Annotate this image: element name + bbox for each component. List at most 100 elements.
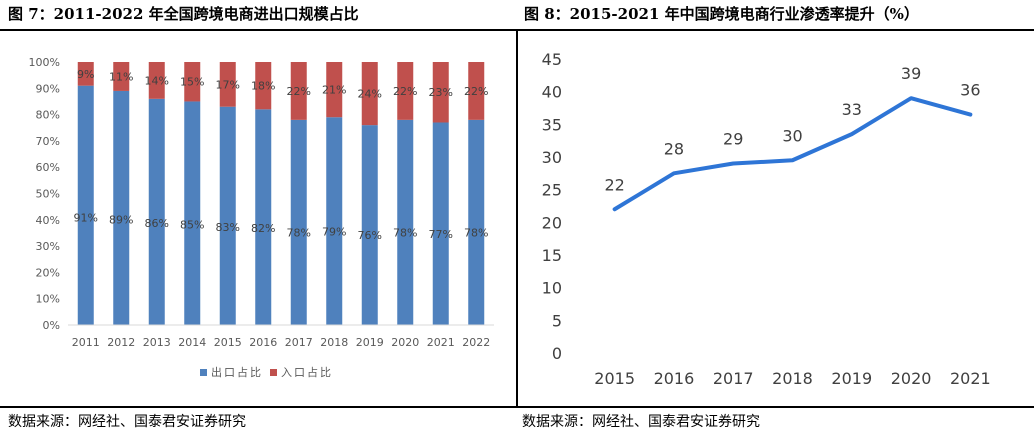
bar-data-label: 78% xyxy=(464,227,488,240)
y-tick-label: 5 xyxy=(552,311,562,330)
line-data-label: 33 xyxy=(842,100,862,119)
bar-import xyxy=(184,62,201,102)
y-tick-label: 0 xyxy=(552,344,562,363)
y-tick-label: 30% xyxy=(36,240,60,253)
legend-swatch-import xyxy=(270,369,277,376)
x-tick-label: 2011 xyxy=(72,336,100,349)
x-tick-label: 2013 xyxy=(143,336,171,349)
bottom-rule xyxy=(0,406,1034,408)
bar-data-label: 22% xyxy=(393,85,417,98)
y-tick-label: 20% xyxy=(36,266,60,279)
x-tick-label: 2016 xyxy=(249,336,277,349)
bar-data-label: 15% xyxy=(180,76,204,89)
bar-data-label: 11% xyxy=(109,70,133,83)
bar-data-label: 9% xyxy=(77,68,94,81)
bar-import xyxy=(219,62,236,107)
line-data-label: 36 xyxy=(960,81,980,100)
x-tick-label: 2017 xyxy=(713,369,754,388)
y-tick-label: 40 xyxy=(542,83,562,102)
figure-8-title: 图 8：2015-2021 年中国跨境电商行业渗透率提升（%） xyxy=(524,5,919,23)
y-tick-label: 50% xyxy=(36,188,60,201)
x-tick-label: 2021 xyxy=(427,336,455,349)
figure-7-source: 数据来源：网经社、国泰君安证券研究 xyxy=(8,414,246,430)
bar-export xyxy=(255,109,272,325)
x-tick-label: 2012 xyxy=(107,336,135,349)
bar-data-label: 22% xyxy=(464,85,488,98)
top-rule xyxy=(0,29,1034,31)
x-tick-label: 2020 xyxy=(391,336,419,349)
y-tick-label: 10 xyxy=(542,279,562,298)
bar-data-label: 91% xyxy=(74,211,98,224)
bar-export xyxy=(184,101,201,325)
legend-label-import: 入口占比 xyxy=(281,365,333,379)
bar-data-label: 18% xyxy=(251,80,275,93)
x-tick-label: 2014 xyxy=(178,336,206,349)
bar-export xyxy=(326,117,343,325)
line-data-label: 30 xyxy=(782,126,802,145)
figure-7-title: 图 7：2011-2022 年全国跨境电商进出口规模占比 xyxy=(8,5,359,23)
bar-export xyxy=(219,106,236,326)
bar-import xyxy=(468,62,485,120)
bar-data-label: 22% xyxy=(287,85,311,98)
bar-export xyxy=(113,90,130,326)
legend-label-export: 出口占比 xyxy=(211,365,263,379)
bar-import xyxy=(361,62,378,126)
x-tick-label: 2019 xyxy=(831,369,872,388)
bar-import xyxy=(113,62,130,91)
y-tick-label: 60% xyxy=(36,161,60,174)
bar-data-label: 89% xyxy=(109,214,133,227)
bar-data-label: 78% xyxy=(393,227,417,240)
line-data-label: 22 xyxy=(604,175,624,194)
bar-data-label: 77% xyxy=(429,228,453,241)
bar-export xyxy=(290,119,307,325)
x-tick-label: 2015 xyxy=(594,369,635,388)
bar-data-label: 76% xyxy=(358,229,382,242)
y-tick-label: 25 xyxy=(542,181,562,200)
y-tick-label: 15 xyxy=(542,246,562,265)
y-tick-label: 30 xyxy=(542,148,562,167)
x-tick-label: 2018 xyxy=(772,369,813,388)
y-tick-label: 45 xyxy=(542,50,562,69)
x-tick-label: 2018 xyxy=(320,336,348,349)
y-tick-label: 90% xyxy=(36,82,60,95)
y-tick-label: 10% xyxy=(36,293,60,306)
bar-data-label: 83% xyxy=(216,221,240,234)
y-tick-label: 70% xyxy=(36,135,60,148)
bar-data-label: 85% xyxy=(180,218,204,231)
bar-data-label: 14% xyxy=(145,74,169,87)
bar-data-label: 21% xyxy=(322,84,346,97)
bar-import xyxy=(432,62,449,123)
x-tick-label: 2021 xyxy=(950,369,991,388)
x-tick-label: 2020 xyxy=(891,369,932,388)
bar-export xyxy=(148,98,165,325)
bar-data-label: 23% xyxy=(429,86,453,99)
bar-import xyxy=(148,62,165,99)
bar-import xyxy=(326,62,343,118)
center-divider xyxy=(516,31,518,407)
bar-export xyxy=(468,119,485,325)
bar-import xyxy=(77,62,94,86)
bar-data-label: 17% xyxy=(216,78,240,91)
y-tick-label: 80% xyxy=(36,109,60,122)
y-tick-label: 20 xyxy=(542,213,562,232)
x-tick-label: 2022 xyxy=(462,336,490,349)
bar-export xyxy=(432,122,449,326)
line-data-label: 28 xyxy=(664,139,684,158)
line-data-label: 29 xyxy=(723,130,743,149)
figure-8-source: 数据来源：网经社、国泰君安证券研究 xyxy=(522,414,760,430)
bar-data-label: 86% xyxy=(145,217,169,230)
bar-export xyxy=(397,119,414,325)
line-data-label: 39 xyxy=(901,64,921,83)
bar-export xyxy=(77,85,94,325)
y-tick-label: 35 xyxy=(542,115,562,134)
bar-import xyxy=(255,62,272,110)
y-tick-label: 0% xyxy=(43,319,60,332)
legend-swatch-export xyxy=(200,369,207,376)
x-tick-label: 2015 xyxy=(214,336,242,349)
bar-data-label: 79% xyxy=(322,226,346,239)
bar-import xyxy=(397,62,414,120)
bar-data-label: 24% xyxy=(358,88,382,101)
y-tick-label: 40% xyxy=(36,214,60,227)
x-tick-label: 2016 xyxy=(654,369,695,388)
